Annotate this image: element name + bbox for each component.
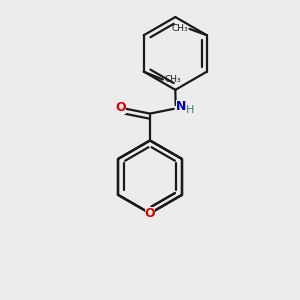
Text: H: H xyxy=(186,105,194,116)
Text: CH₃: CH₃ xyxy=(164,75,181,84)
Text: CH₃: CH₃ xyxy=(172,24,188,33)
Text: N: N xyxy=(176,100,186,113)
Text: O: O xyxy=(145,207,155,220)
Text: O: O xyxy=(115,101,126,114)
